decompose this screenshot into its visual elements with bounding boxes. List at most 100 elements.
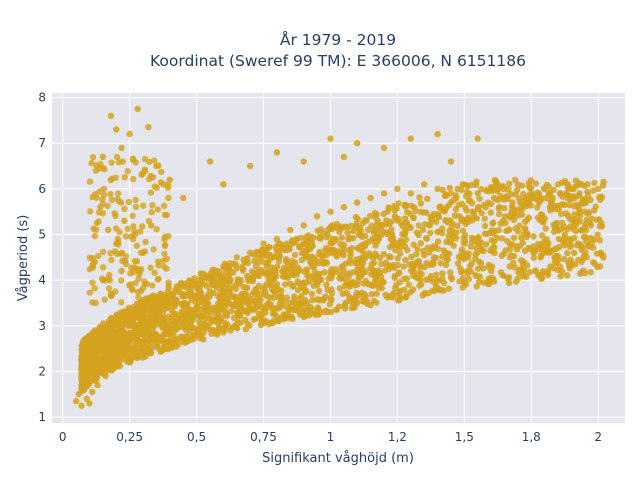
scatter-point — [349, 280, 356, 287]
scatter-point — [220, 290, 228, 297]
y-tick-label: 8 — [38, 91, 46, 105]
scatter-point — [263, 293, 271, 300]
scatter-point — [410, 262, 417, 270]
scatter-point — [91, 191, 99, 198]
scatter-point — [134, 336, 141, 343]
scatter-point — [172, 327, 179, 334]
scatter-point — [113, 126, 120, 133]
scatter-point — [184, 300, 191, 307]
scatter-point — [206, 272, 214, 279]
scatter-point — [100, 320, 107, 327]
scatter-point — [241, 290, 248, 297]
scatter-point — [340, 251, 347, 259]
scatter-point — [283, 240, 290, 247]
scatter-point — [420, 209, 427, 216]
scatter-point — [308, 290, 316, 298]
scatter-point — [453, 229, 460, 236]
scatter-point — [506, 180, 513, 187]
scatter-point — [97, 340, 104, 348]
scatter-point — [342, 281, 350, 288]
scatter-point — [585, 243, 592, 250]
scatter-point — [487, 200, 495, 208]
scatter-point — [519, 239, 526, 246]
scatter-point — [346, 259, 353, 266]
scatter-point — [566, 215, 574, 223]
scatter-point — [135, 348, 142, 355]
scatter-point — [237, 319, 244, 326]
scatter-point — [357, 270, 364, 277]
scatter-point — [126, 313, 134, 320]
scatter-point — [591, 207, 598, 214]
scatter-point — [145, 340, 152, 348]
scatter-point — [171, 310, 179, 317]
scatter-point — [481, 222, 489, 230]
scatter-point — [490, 230, 498, 237]
scatter-point — [141, 168, 148, 175]
scatter-point — [567, 261, 574, 268]
scatter-point — [336, 285, 344, 292]
scatter-point — [367, 302, 374, 309]
x-tick-label: 1,2 — [388, 430, 407, 444]
scatter-point — [246, 249, 254, 256]
scatter-point — [223, 312, 231, 320]
scatter-point — [115, 159, 123, 166]
scatter-point — [500, 250, 508, 257]
scatter-point — [571, 234, 578, 242]
scatter-point — [91, 258, 99, 266]
scatter-point — [275, 294, 282, 301]
scatter-point — [423, 235, 430, 242]
scatter-point — [394, 185, 401, 193]
scatter-point — [206, 158, 214, 165]
scatter-point — [367, 212, 374, 220]
scatter-point — [448, 224, 455, 231]
scatter-point — [315, 287, 323, 295]
scatter-point — [133, 354, 141, 362]
scatter-point — [275, 286, 282, 293]
scatter-point — [146, 158, 153, 165]
scatter-point — [518, 211, 526, 218]
scatter-point — [139, 249, 147, 256]
scatter-point — [583, 216, 590, 224]
scatter-point — [374, 217, 382, 225]
scatter-point — [150, 304, 157, 311]
scatter-point — [478, 186, 485, 193]
scatter-point — [337, 225, 344, 232]
scatter-point — [294, 278, 301, 285]
scatter-point — [300, 279, 307, 286]
scatter-point — [161, 250, 168, 258]
scatter-point — [482, 203, 489, 211]
scatter-point — [413, 274, 420, 281]
scatter-point — [373, 290, 380, 297]
scatter-point — [131, 231, 139, 238]
scatter-point — [576, 190, 583, 197]
scatter-point — [396, 279, 403, 286]
scatter-point — [133, 300, 141, 308]
scatter-point — [442, 217, 449, 224]
scatter-point — [473, 245, 480, 252]
x-tick-label: 0,25 — [116, 430, 143, 444]
scatter-point — [177, 281, 185, 288]
scatter-point — [557, 210, 565, 218]
scatter-point — [562, 210, 570, 217]
scatter-point — [401, 275, 408, 282]
scatter-point — [511, 207, 518, 214]
scatter-point — [443, 238, 450, 245]
scatter-point — [416, 194, 423, 201]
scatter-point — [100, 248, 107, 256]
scatter-point — [95, 218, 102, 225]
scatter-point — [400, 263, 407, 270]
scatter-point — [415, 222, 422, 229]
scatter-point — [464, 267, 471, 275]
scatter-point — [403, 292, 410, 299]
scatter-point — [300, 313, 308, 321]
scatter-point — [368, 291, 375, 298]
scatter-point — [525, 199, 532, 207]
scatter-point — [86, 289, 94, 296]
scatter-point — [186, 292, 193, 300]
scatter-point — [472, 272, 479, 279]
scatter-point — [391, 272, 398, 280]
scatter-point — [407, 224, 414, 231]
scatter-point — [145, 303, 152, 310]
y-tick-label: 5 — [38, 227, 46, 241]
scatter-point — [100, 185, 108, 193]
